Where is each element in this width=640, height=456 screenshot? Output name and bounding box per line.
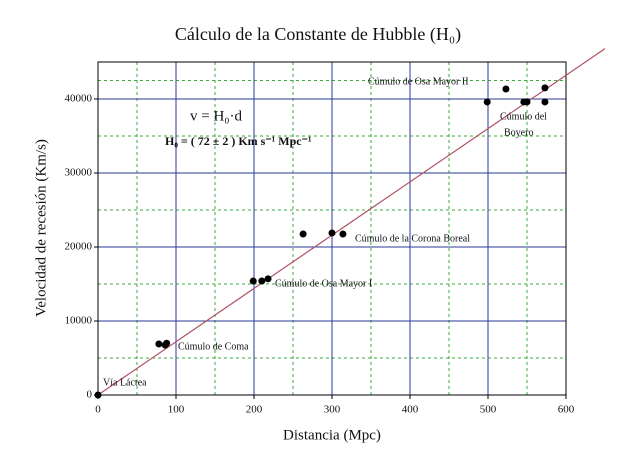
x-tick-label: 100 bbox=[168, 404, 185, 416]
x-tick-label: 400 bbox=[402, 404, 419, 416]
annotation: Cúmulo de Coma bbox=[178, 341, 249, 352]
data-point bbox=[249, 277, 257, 285]
y-tick-label: 0 bbox=[87, 389, 93, 401]
annotation: v = H₀·d bbox=[190, 108, 243, 124]
annotation: Cúmulo de la Corona Boreal bbox=[355, 233, 470, 244]
fit-line bbox=[97, 48, 606, 396]
data-point bbox=[94, 391, 102, 399]
data-point bbox=[502, 85, 510, 93]
annotation: H₀ = ( 72 ± 2 ) Km s⁻¹ Mpc⁻¹ bbox=[165, 134, 312, 148]
annotation: Cúmulo de Osa Mayor I bbox=[275, 278, 372, 289]
annotation: Vía Láctea bbox=[103, 377, 147, 388]
y-axis-label: Velocidad de recesión (Km/s) bbox=[33, 139, 49, 317]
y-tick-label: 30000 bbox=[65, 167, 93, 179]
data-point bbox=[483, 98, 491, 106]
x-axis-label: Distancia (Mpc) bbox=[283, 427, 381, 443]
x-tick-label: 200 bbox=[246, 404, 263, 416]
data-point bbox=[541, 98, 549, 106]
data-point bbox=[155, 340, 163, 348]
chart-title: Cálculo de la Constante de Hubble (H₀) bbox=[175, 24, 461, 45]
y-tick-label: 10000 bbox=[65, 315, 93, 327]
data-point bbox=[258, 277, 266, 285]
y-tick-label: 20000 bbox=[65, 241, 93, 253]
data-point bbox=[328, 229, 336, 237]
annotation: Boyero bbox=[504, 127, 533, 138]
x-tick-label: 600 bbox=[558, 404, 575, 416]
x-tick-label: 500 bbox=[480, 404, 497, 416]
data-point bbox=[523, 98, 531, 106]
data-point bbox=[163, 339, 171, 347]
plot-frame bbox=[97, 61, 567, 396]
x-tick-label: 300 bbox=[324, 404, 341, 416]
data-point bbox=[264, 275, 272, 283]
x-tick-label: 0 bbox=[95, 404, 101, 416]
data-point bbox=[299, 230, 307, 238]
annotation: Cúmulo del bbox=[500, 111, 547, 122]
data-point bbox=[541, 84, 549, 92]
y-tick-label: 40000 bbox=[65, 93, 93, 105]
annotation: Cúmulo de Osa Mayor II bbox=[368, 76, 469, 87]
data-point bbox=[339, 230, 347, 238]
